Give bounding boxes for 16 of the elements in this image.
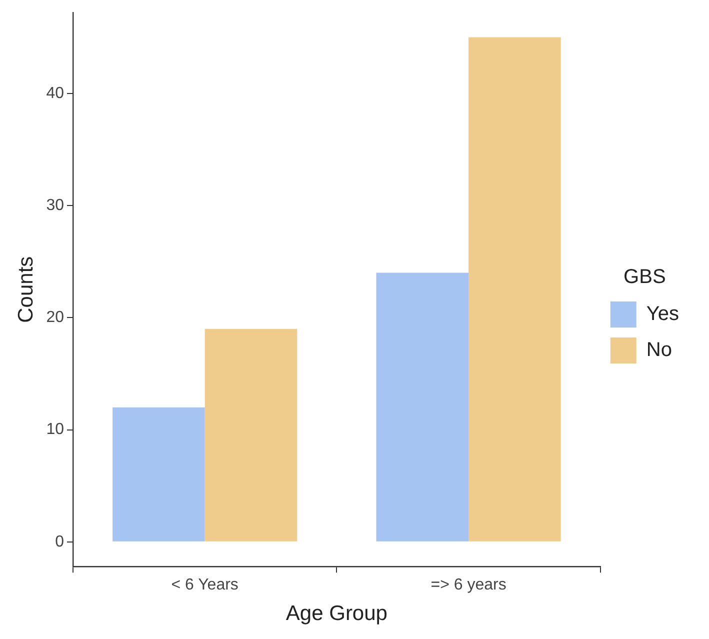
legend-label: No	[646, 339, 672, 362]
y-tick-label: 40	[46, 84, 64, 102]
x-axis-title: Age Group	[286, 602, 388, 626]
bar	[112, 407, 205, 542]
y-tick-label: 10	[46, 421, 64, 438]
y-axis-title: Counts	[14, 256, 38, 323]
legend-label: Yes	[646, 303, 680, 326]
x-tick-label: < 6 Years	[171, 576, 238, 594]
x-tick-label: => 6 years	[430, 576, 506, 594]
y-tick-label: 20	[46, 309, 64, 326]
bar	[376, 272, 469, 542]
bar	[468, 37, 561, 542]
y-tick-label: 30	[46, 196, 64, 214]
legend-title: GBS	[624, 266, 666, 288]
bar	[204, 328, 298, 542]
y-tick-label: 0	[55, 533, 64, 550]
